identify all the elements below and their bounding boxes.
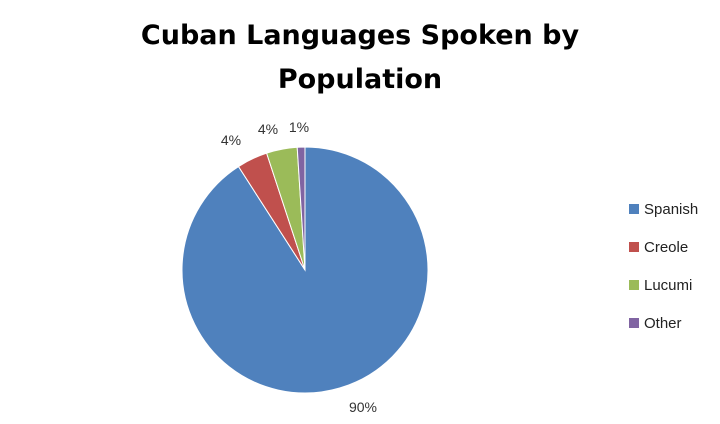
legend-label-spanish: Spanish: [644, 201, 698, 218]
chart-title-line-1: Cuban Languages Spoken by: [140, 20, 580, 51]
data-label-lucumi: 4%: [258, 121, 278, 137]
legend-label-lucumi: Lucumi: [644, 277, 692, 294]
data-label-spanish: 90%: [349, 399, 377, 415]
legend-swatch-creole: [629, 242, 639, 252]
data-label-creole: 4%: [221, 132, 241, 148]
pie-data-labels: 90% 4% 4% 1%: [221, 119, 377, 415]
pie-slice-other: [296, 146, 306, 271]
legend-label-creole: Creole: [644, 239, 688, 256]
chart-title-line-2: Population: [277, 64, 443, 95]
data-label-other: 1%: [289, 119, 309, 135]
legend-swatch-other: [629, 318, 639, 328]
legend-swatch-spanish: [629, 204, 639, 214]
pie-slices: [181, 146, 429, 394]
legend-swatch-lucumi: [629, 280, 639, 290]
legend: Spanish Creole Lucumi Other: [629, 201, 698, 332]
chart-title: Cuban Languages Spoken by Population: [0, 14, 720, 102]
legend-label-other: Other: [644, 315, 682, 332]
